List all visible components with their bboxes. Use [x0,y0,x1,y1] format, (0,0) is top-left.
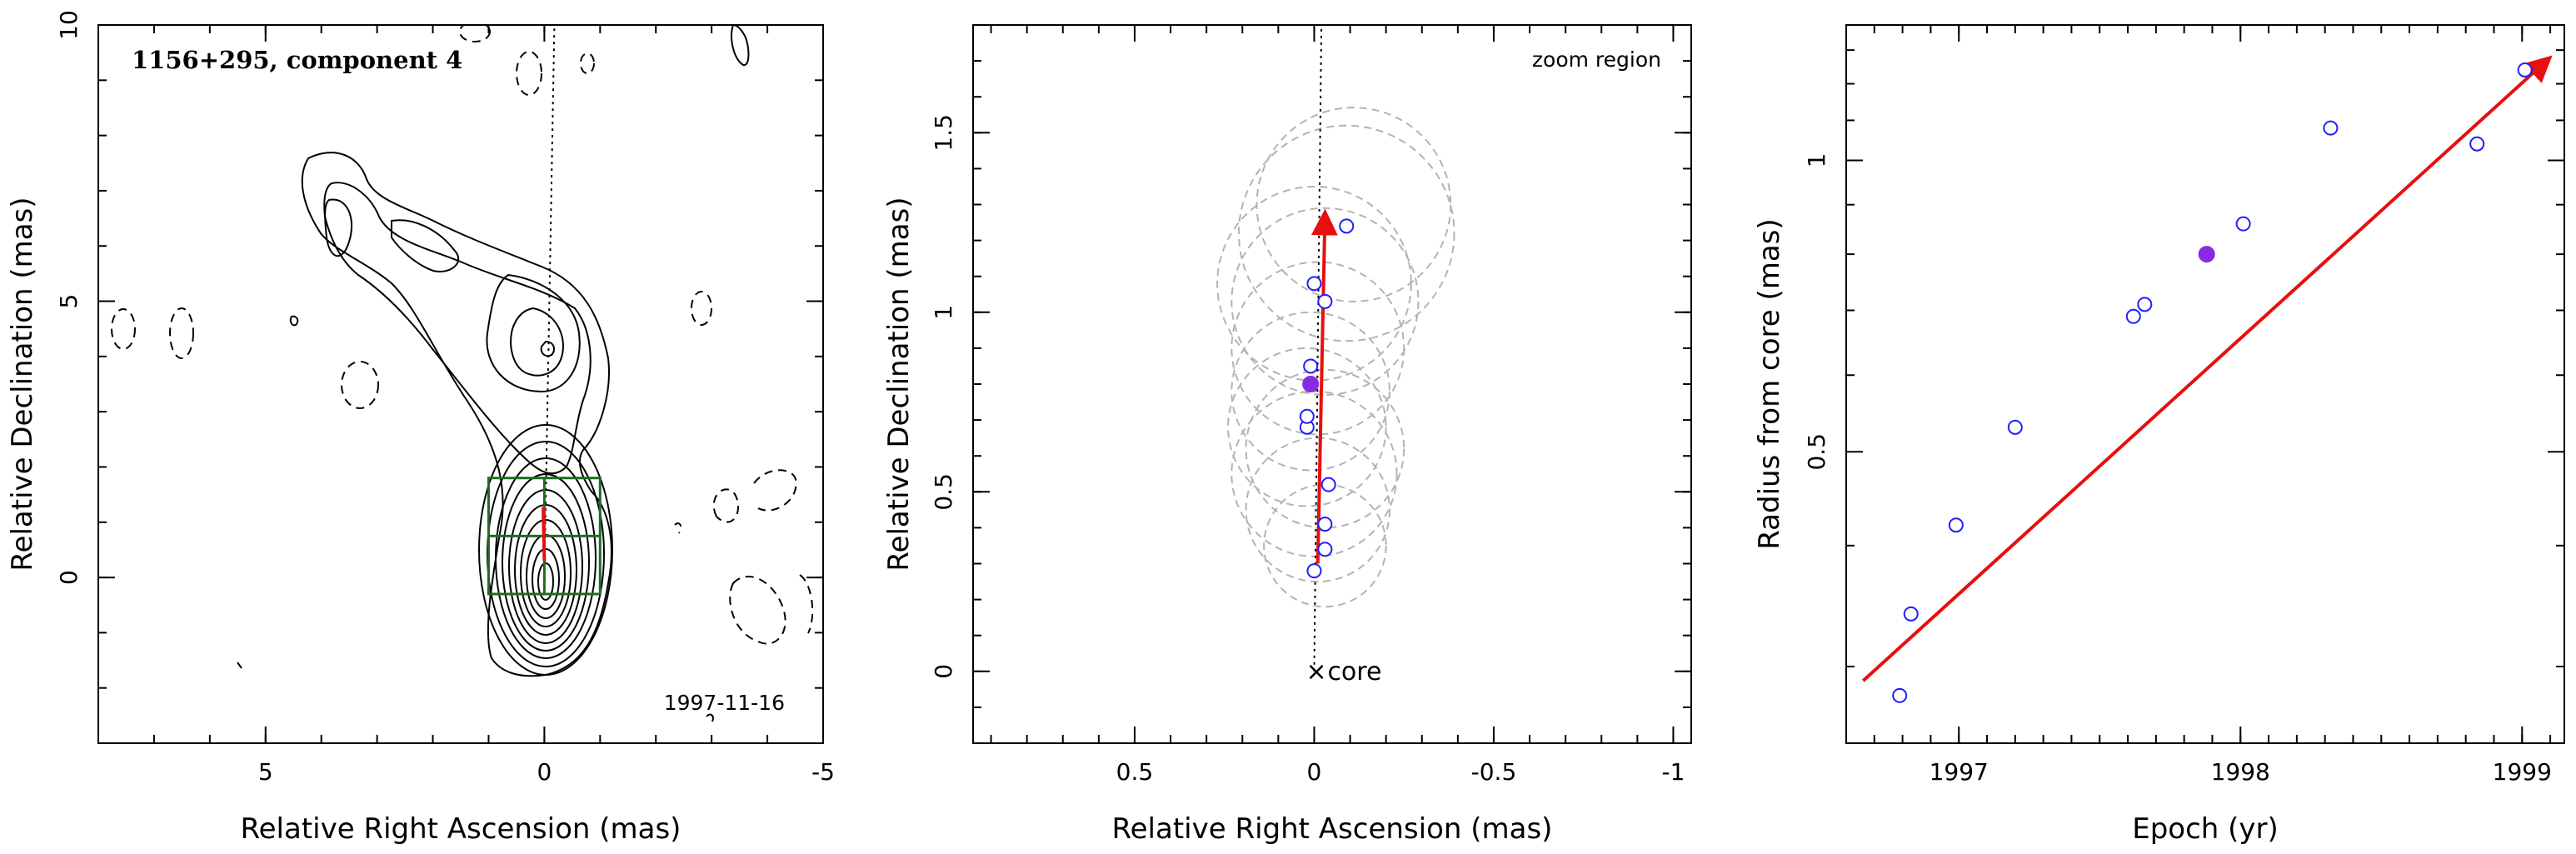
y-tick-label: 10 [55,10,82,40]
data-point [2125,308,2141,324]
error-circle [1237,124,1455,342]
core-marker: × [1305,657,1326,687]
data-point [1892,687,1908,703]
component-positions [1299,218,1355,579]
data-point [1320,477,1336,492]
y-tick-label: 0.5 [1803,433,1830,471]
data-point [2137,297,2153,312]
x-tick-label: 0 [1307,758,1322,786]
jet-contour-6 [540,340,556,357]
y-tick-label: 0 [930,664,957,679]
contour-tick-blob-2 [706,713,714,722]
contour-top-right [731,25,750,67]
x-tick-label: 0 [537,758,552,786]
y-axis-title-2: Relative Declination (mas) [882,197,916,571]
jet-contour-2 [323,182,592,475]
jet-contour-3 [391,219,460,272]
data-point [1948,517,1964,533]
data-point [1299,408,1315,424]
y-axis-title-1: Relative Declination (mas) [6,197,39,571]
y-tick-label: 1 [930,305,957,320]
data-point [1306,276,1322,292]
panel-radius-vs-epoch: 1997 1998 1999 0.5 1 Epoch (yr) Radius from … [1753,24,2565,846]
error-circle [1231,207,1420,396]
panel-zoom-region: 0.5 0 -0.5 -1 0 0.5 1 1.5 zoom region × core Re… [882,24,1692,846]
x-tick-label: 1997 [1930,758,1989,786]
contour-tick-blob [237,662,242,669]
core-label: core [1327,657,1381,687]
x-axis-title-1: Relative Right Ascension (mas) [241,812,681,846]
y-tick-label: 1.5 [930,114,957,152]
panel-contour-map: 5 0 -5 0 5 10 1156+295, component 4 1997-11-1… [6,10,835,846]
panel-1-axes: 5 0 -5 0 5 10 [55,10,835,786]
jet-contour-5 [510,307,564,377]
highlight-point [1302,376,1320,392]
jet-contour-7 [324,198,353,257]
data-point [2517,62,2533,77]
y-tick-label: 5 [55,294,82,309]
data-point [1317,517,1333,532]
data-point [2323,120,2339,136]
data-point [2235,216,2251,232]
negative-contours [111,25,814,645]
data-point [1306,563,1322,579]
plot-frame [1845,24,2565,744]
jet-ridge-line [543,24,556,578]
highlight-point [2198,246,2215,263]
source-title: 1156+295, component 4 [132,46,462,74]
x-axis-title-2: Relative Right Ascension (mas) [1112,812,1553,846]
data-point [1303,358,1319,374]
data-point [1317,542,1333,557]
fit-line [1861,55,2553,682]
error-circle [1231,261,1405,436]
x-tick-label: -0.5 [1471,758,1517,786]
data-point [1339,218,1355,234]
plot-frame [972,24,1692,744]
x-tick-label: 0.5 [1116,758,1154,786]
x-tick-label: 1998 [2211,758,2270,786]
data-point [2469,136,2485,152]
error-circle [1263,483,1387,608]
epoch-annotation: 1997-11-16 [664,691,785,715]
jet-contour-outer [301,152,612,677]
plot-frame [97,24,824,744]
data-point [1903,606,1919,622]
y-tick-label: 0.5 [930,473,957,511]
x-tick-label: 5 [258,758,273,786]
error-circle [1245,437,1390,583]
panel-2-axes: 0.5 0 -0.5 -1 0 0.5 1 1.5 [930,24,1692,786]
x-tick-label: -1 [1661,758,1685,786]
error-circles [1216,107,1455,608]
y-tick-label: 0 [55,570,82,585]
data-point [1317,293,1333,309]
jet-contour-4 [486,273,581,393]
data-point [2007,419,2023,435]
contour-plot-area [111,25,814,722]
x-tick-label: -5 [811,758,835,786]
y-axis-title-3: Radius from core (mas) [1753,218,1786,549]
contour-small-blob [289,315,299,327]
zoom-region-label: zoom region [1532,47,1661,72]
error-circle [1256,107,1452,302]
y-tick-label: 1 [1803,153,1830,168]
motion-arrow [1310,208,1338,564]
radius-points [1892,62,2533,703]
panel-3-axes: 1997 1998 1999 0.5 1 [1803,24,2565,786]
motion-arrow [542,507,547,562]
x-axis-title-3: Epoch (yr) [2132,812,2279,846]
error-circle [1227,347,1387,507]
error-circle [1245,368,1405,529]
error-circle [1231,311,1390,472]
x-tick-label: 1999 [2493,758,2552,786]
